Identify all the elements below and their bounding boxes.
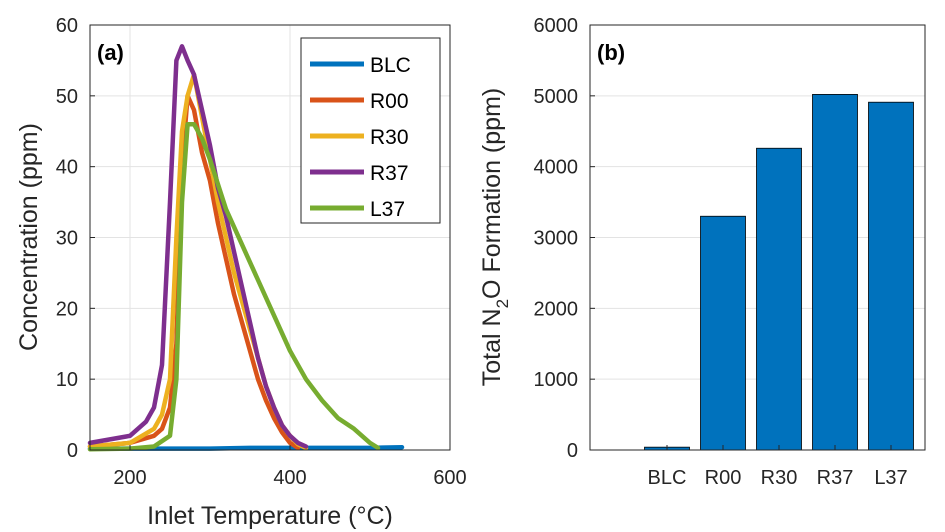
legend-box	[300, 37, 441, 224]
y-tick-label: 10	[56, 369, 78, 391]
panel-b-y-ticks: 0 1000 2000 3000 4000 5000 6000	[534, 15, 595, 462]
x-axis-label-unit: °C	[356, 502, 384, 530]
y-tick-label: 30	[56, 228, 78, 250]
x-tick-label-r30: R30	[761, 467, 798, 489]
panel-b-bars	[644, 94, 914, 451]
y-tick-label: 6000	[534, 15, 579, 37]
chart-panel-b: BLC R00 R30 R37 L37 0 1000 2000 3000 4000 5000 600…	[478, 15, 926, 489]
bar-l37	[868, 101, 914, 451]
bar-r00	[700, 215, 746, 451]
y-tick-label: 20	[56, 298, 78, 320]
y-tick-label: 3000	[534, 228, 579, 250]
legend-label-blc: BLC	[370, 54, 411, 77]
legend: BLC R00 R30 R37 L37	[300, 37, 441, 224]
x-tick-label-blc: BLC	[648, 467, 687, 489]
y-tick-label: 60	[56, 15, 78, 37]
y-tick-label: 50	[56, 86, 78, 108]
panel-a-y-axis-label: Concentration (ppm)	[15, 123, 43, 351]
y-tick-label: 0	[567, 440, 578, 462]
legend-label-l37: L37	[370, 198, 405, 221]
panel-a-series	[87, 44, 405, 452]
y-tick-label: 1000	[534, 369, 579, 391]
x-axis-label-main: Inlet Temperature (	[147, 502, 357, 530]
y-tick-label: 4000	[534, 157, 579, 179]
y-axis-label-pre: Total N	[478, 308, 506, 386]
x-tick-label-r37: R37	[817, 467, 854, 489]
bar-r37	[812, 94, 858, 451]
y-axis-label-post: O Formation (ppm)	[478, 88, 506, 299]
series-line-r00	[87, 93, 301, 451]
x-tick-label-r00: R00	[705, 467, 742, 489]
x-tick-label: 600	[433, 467, 466, 489]
legend-label-r30: R30	[370, 126, 409, 149]
chart-panel-a: 200 400 600 0 10 20 30 40 50 60 (a) Inlet Temper…	[15, 15, 467, 530]
panel-b-x-ticks: BLC R00 R30 R37 L37	[648, 445, 908, 489]
panel-a-y-ticks: 0 10 20 30 40 50 60	[56, 15, 95, 462]
legend-label-r37: R37	[370, 162, 409, 185]
series-line-l37	[87, 121, 381, 452]
legend-label-r00: R00	[370, 90, 409, 113]
panel-a-label: (a)	[97, 40, 124, 65]
y-tick-label: 5000	[534, 86, 579, 108]
panel-b-label: (b)	[597, 40, 625, 65]
x-tick-label: 400	[273, 467, 306, 489]
y-axis-label-sub: 2	[493, 299, 512, 308]
bar-r30	[756, 147, 802, 451]
y-tick-label: 0	[67, 440, 78, 462]
x-axis-label-close: )	[385, 502, 393, 530]
y-tick-label: 40	[56, 157, 78, 179]
y-tick-label: 2000	[534, 298, 579, 320]
x-tick-label-l37: L37	[874, 467, 907, 489]
panel-b-y-axis-label: Total N2O Formation (ppm)	[478, 88, 512, 386]
x-tick-label: 200	[113, 467, 146, 489]
panel-a-x-axis-label: Inlet Temperature (°C)	[147, 502, 393, 530]
panel-a-x-ticks: 200 400 600	[113, 445, 467, 489]
